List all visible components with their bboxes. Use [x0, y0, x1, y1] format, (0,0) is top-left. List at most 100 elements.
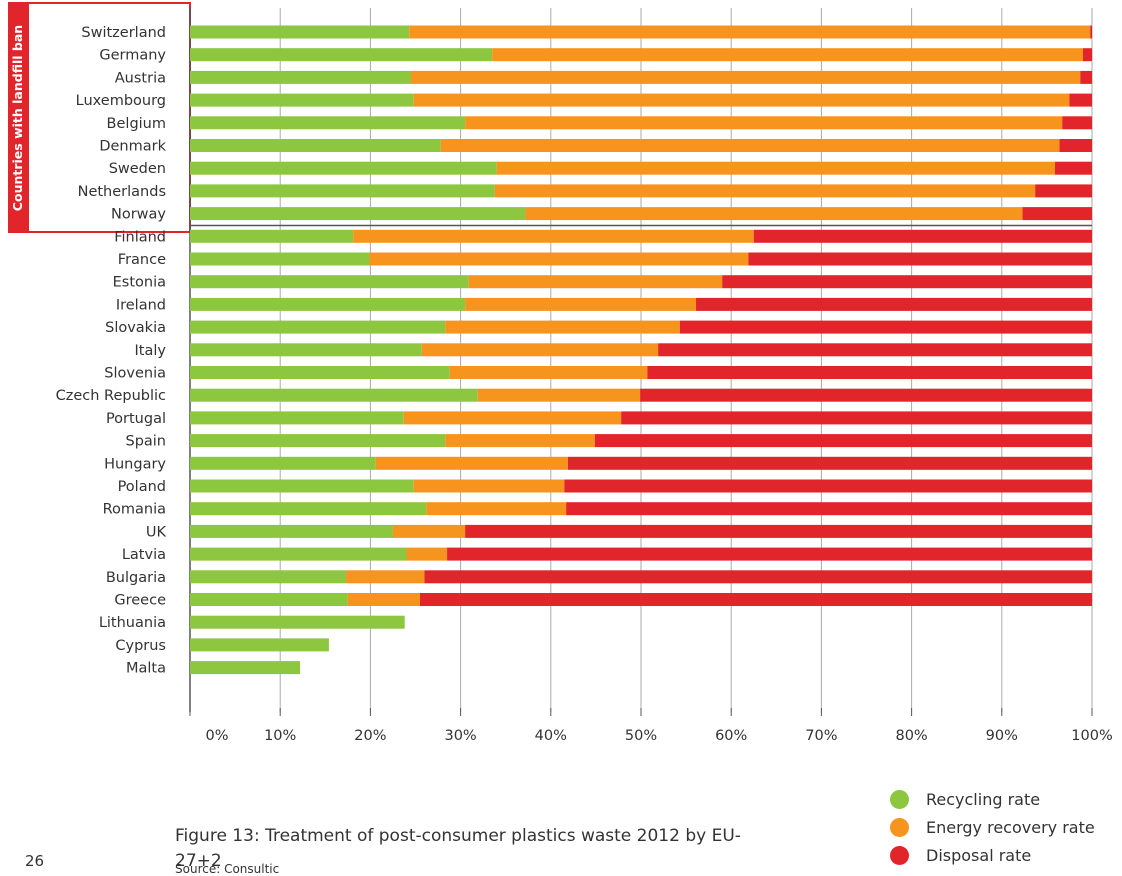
stacked-bar-chart: Switzerland Germany Austria Luxembourg Belgi… [56, 8, 1113, 744]
bar-energy-recovery [413, 479, 565, 493]
category-label: Romania [103, 502, 166, 518]
bar-energy-recovery [445, 434, 595, 448]
category-label: Estonia [113, 275, 166, 291]
bar-disposal [1062, 116, 1092, 130]
x-tick-label: 40% [535, 728, 567, 744]
page-number: 26 [25, 852, 45, 870]
bar-disposal [1082, 48, 1092, 62]
bar-energy-recovery [440, 139, 1060, 152]
bar-recycling [190, 638, 329, 652]
x-tick-label: 90% [986, 728, 1018, 744]
bar-disposal [1080, 70, 1092, 84]
bar-energy-recovery [445, 320, 680, 334]
x-tick-label: 30% [444, 728, 476, 744]
bar-energy-recovery [525, 207, 1023, 221]
category-label: UK [146, 524, 167, 540]
bar-recycling [190, 411, 404, 425]
bar-disposal [621, 411, 1092, 425]
bar-energy-recovery [465, 116, 1063, 130]
bar-energy-recovery [465, 297, 697, 311]
bar-energy-recovery [406, 547, 448, 561]
category-label: Spain [125, 434, 166, 450]
bar-energy-recovery [346, 570, 425, 584]
category-label: Ireland [116, 297, 166, 313]
bar-energy-recovery [449, 366, 648, 379]
bar-disposal [566, 502, 1092, 516]
bar-disposal [696, 297, 1092, 311]
legend: Recycling rate Energy recovery rate Disp… [890, 785, 1095, 869]
category-label: Slovakia [105, 320, 166, 336]
category-label: Germany [99, 48, 166, 64]
x-tick-label: 10% [264, 728, 296, 744]
bar-recycling [190, 502, 427, 516]
category-label: Slovenia [104, 366, 166, 382]
bar-recycling [190, 593, 348, 606]
x-tick-label: 60% [715, 728, 747, 744]
category-label: Lithuania [99, 615, 166, 631]
category-label: Poland [118, 479, 166, 495]
bar-recycling [190, 116, 466, 130]
bar-disposal [753, 229, 1092, 243]
figure-caption: Figure 13: Treatment of post-consumer pl… [175, 824, 775, 874]
category-label: Bulgaria [106, 570, 166, 586]
bar-energy-recovery [477, 388, 641, 402]
category-label: Greece [114, 593, 166, 609]
bar-recycling [190, 661, 301, 675]
category-label: Portugal [106, 411, 166, 427]
bar-recycling [190, 93, 414, 107]
bar-energy-recovery [375, 456, 568, 470]
bar-disposal [1090, 25, 1092, 39]
bar-disposal [1022, 207, 1092, 221]
category-label: Czech Republic [56, 388, 166, 404]
x-tick-label: 50% [625, 728, 657, 744]
category-label: Netherlands [78, 184, 166, 200]
bar-recycling [190, 25, 410, 39]
bar-energy-recovery [347, 593, 421, 606]
category-label: Belgium [107, 116, 166, 132]
bar-disposal [1069, 93, 1092, 107]
category-label: Denmark [99, 139, 166, 155]
bar-disposal [658, 343, 1092, 357]
category-label: Malta [126, 661, 166, 677]
bar-recycling [190, 297, 466, 311]
category-label: Luxembourg [76, 93, 166, 109]
landfill-ban-box [8, 2, 191, 233]
legend-item-recycling: Recycling rate [890, 785, 1095, 813]
bar-recycling [190, 252, 370, 266]
bar-recycling [190, 479, 414, 493]
bar-energy-recovery [369, 252, 749, 266]
legend-marker-energy-recovery [890, 817, 909, 837]
legend-label-energy-recovery: Energy recovery rate [926, 817, 1095, 837]
bar-recycling [190, 570, 347, 584]
bar-recycling [190, 70, 411, 84]
bar-disposal [447, 547, 1092, 561]
x-tick-label: 0% [205, 728, 228, 744]
bar-recycling [190, 366, 450, 379]
bar-disposal [465, 524, 1092, 538]
bar-recycling [190, 434, 446, 448]
bar-recycling [190, 320, 446, 334]
category-label: Austria [115, 70, 166, 86]
caption-source: Source: Consultic [175, 862, 280, 876]
bar-recycling [190, 547, 407, 561]
bar-disposal [564, 479, 1092, 493]
category-label: Cyprus [115, 638, 166, 654]
bar-energy-recovery [421, 343, 659, 357]
bar-disposal [1059, 139, 1092, 152]
bar-recycling [190, 388, 478, 402]
caption-title: Figure 13: Treatment of post-consumer pl… [175, 826, 741, 871]
bar-recycling [190, 48, 493, 62]
bar-disposal [640, 388, 1092, 402]
bar-recycling [190, 615, 405, 629]
bar-recycling [190, 207, 526, 221]
x-tick-label: 80% [895, 728, 927, 744]
legend-label-disposal: Disposal rate [926, 845, 1032, 865]
bar-recycling [190, 524, 393, 538]
category-label: Hungary [104, 456, 166, 472]
bar-disposal [722, 275, 1092, 289]
bar-recycling [190, 229, 354, 243]
bar-disposal [679, 320, 1092, 334]
bar-recycling [190, 139, 441, 152]
x-tick-label: 100% [1071, 728, 1112, 744]
bar-disposal [748, 252, 1092, 266]
